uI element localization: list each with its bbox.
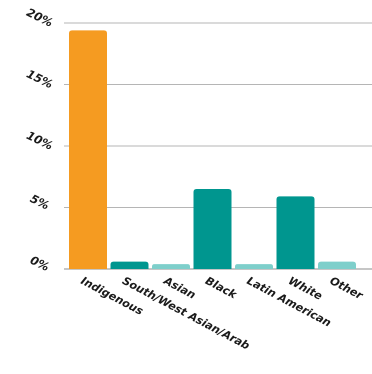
bar-black [193,189,232,269]
bar-indigenous [69,30,107,269]
bar-south-west-asian-arab [110,261,149,269]
y-tick-label: 20% [24,5,55,30]
y-tick-label: 15% [24,67,55,92]
x-tick-label: Other [328,274,366,302]
bar-asian [152,264,190,269]
y-tick-label: 5% [28,191,52,212]
bar-other [318,261,356,269]
bar-white [276,196,315,269]
x-tick-label: Black [203,274,239,301]
bar-latin-american [235,264,273,269]
y-axis-tick-labels: 0% 5% 10% 15% 20% [24,5,55,274]
bars [69,30,356,269]
y-tick-label: 0% [28,253,52,274]
y-tick-label: 10% [24,128,55,153]
